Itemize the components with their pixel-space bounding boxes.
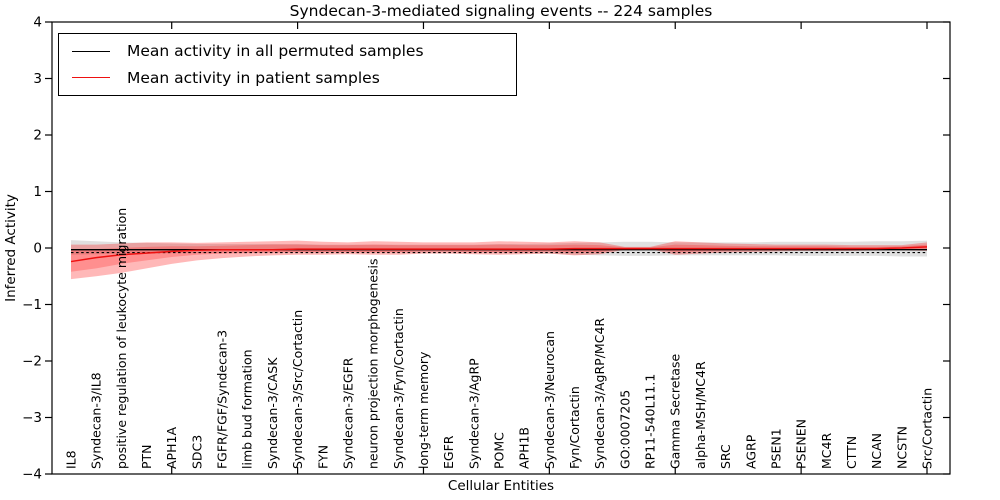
x-tick-label: Syndecan-3/IL8 bbox=[89, 372, 104, 469]
x-tick-label: MC4R bbox=[819, 433, 834, 469]
x-tick-label: NCSTN bbox=[894, 426, 909, 469]
y-tick-label: 4 bbox=[33, 15, 42, 31]
y-tick-label: −2 bbox=[22, 354, 42, 370]
x-tick-label: PTN bbox=[139, 444, 154, 469]
y-tick-label: 2 bbox=[33, 128, 42, 144]
x-tick-label: alpha-MSH/MC4R bbox=[693, 361, 708, 469]
x-tick-label: Syndecan-3/Fyn/Cortactin bbox=[391, 308, 406, 469]
x-axis-title: Cellular Entities bbox=[447, 478, 555, 494]
legend-item-patient: Mean activity in patient samples bbox=[72, 69, 516, 87]
x-tick-label: IL8 bbox=[64, 450, 79, 469]
x-tick-label: Src/Cortactin bbox=[920, 388, 935, 469]
chart-title: Syndecan-3-mediated signaling events -- … bbox=[289, 2, 713, 20]
y-tick-label: −4 bbox=[22, 467, 42, 483]
x-tick-label: Gamma Secretase bbox=[668, 354, 683, 469]
x-tick-label: Fyn/Cortactin bbox=[567, 386, 582, 469]
x-tick-label: limb bud formation bbox=[240, 349, 255, 469]
x-tick-label: APH1A bbox=[164, 427, 179, 469]
y-tick-label: 1 bbox=[33, 184, 42, 200]
x-tick-label: PSEN1 bbox=[768, 428, 783, 469]
x-tick-label: RP11-540L11.1 bbox=[643, 374, 658, 469]
x-tick-label: Syndecan-3/AgRP/MC4R bbox=[592, 318, 607, 469]
x-tick-label: Syndecan-3/EGFR bbox=[340, 357, 355, 469]
x-tick-label: POMC bbox=[492, 432, 507, 469]
x-tick-label: SDC3 bbox=[189, 435, 204, 469]
y-tick-label: 0 bbox=[33, 241, 42, 257]
legend-label-patient: Mean activity in patient samples bbox=[127, 68, 380, 87]
x-tick-label: GO:0007205 bbox=[617, 390, 632, 469]
x-tick-label: PSENEN bbox=[794, 419, 809, 469]
legend-label-permuted: Mean activity in all permuted samples bbox=[127, 42, 424, 61]
x-tick-label: SRC bbox=[718, 444, 733, 469]
x-tick-label: Syndecan-3/Neurocan bbox=[542, 331, 557, 469]
x-tick-label: EGFR bbox=[441, 435, 456, 469]
x-tick-label: Syndecan-3/Src/Cortactin bbox=[290, 310, 305, 469]
band-patient-samples-range-inner bbox=[71, 244, 927, 272]
legend-line-patient-swatch bbox=[72, 77, 110, 79]
legend-line-permuted-swatch bbox=[72, 50, 110, 52]
x-tick-label: CTTN bbox=[844, 436, 859, 469]
x-tick-label: AGRP bbox=[743, 434, 758, 469]
x-tick-label: Syndecan-3/CASK bbox=[265, 357, 280, 469]
patient-mean-line bbox=[70, 246, 928, 263]
y-tick-label: −1 bbox=[22, 297, 42, 313]
x-tick-label: FGFR/FGF/Syndecan-3 bbox=[215, 330, 230, 469]
legend: Mean activity in all permuted samples Me… bbox=[58, 33, 517, 96]
x-tick-label: positive regulation of leukocyte migrati… bbox=[114, 208, 129, 469]
x-tick-label: APH1B bbox=[517, 427, 532, 469]
band-permuted-samples-range bbox=[71, 240, 927, 257]
y-tick-label: −3 bbox=[22, 410, 42, 426]
x-tick-label: Syndecan-3/AgRP bbox=[466, 358, 481, 469]
legend-item-permuted: Mean activity in all permuted samples bbox=[72, 42, 516, 60]
x-tick-label: NCAN bbox=[869, 433, 884, 469]
x-tick-label: long-term memory bbox=[416, 351, 431, 469]
x-tick-label: neuron projection morphogenesis bbox=[366, 258, 381, 469]
x-tick-label: FYN bbox=[315, 445, 330, 469]
y-tick-label: 3 bbox=[33, 71, 42, 87]
